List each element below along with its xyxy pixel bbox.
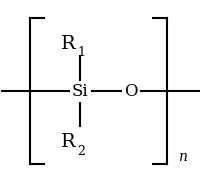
Text: Si: Si	[72, 82, 88, 100]
Text: R: R	[61, 35, 75, 53]
Text: 1: 1	[77, 46, 85, 59]
Text: 2: 2	[77, 145, 85, 158]
Text: R: R	[61, 133, 75, 151]
Text: O: O	[123, 82, 137, 100]
Text: n: n	[178, 151, 186, 164]
